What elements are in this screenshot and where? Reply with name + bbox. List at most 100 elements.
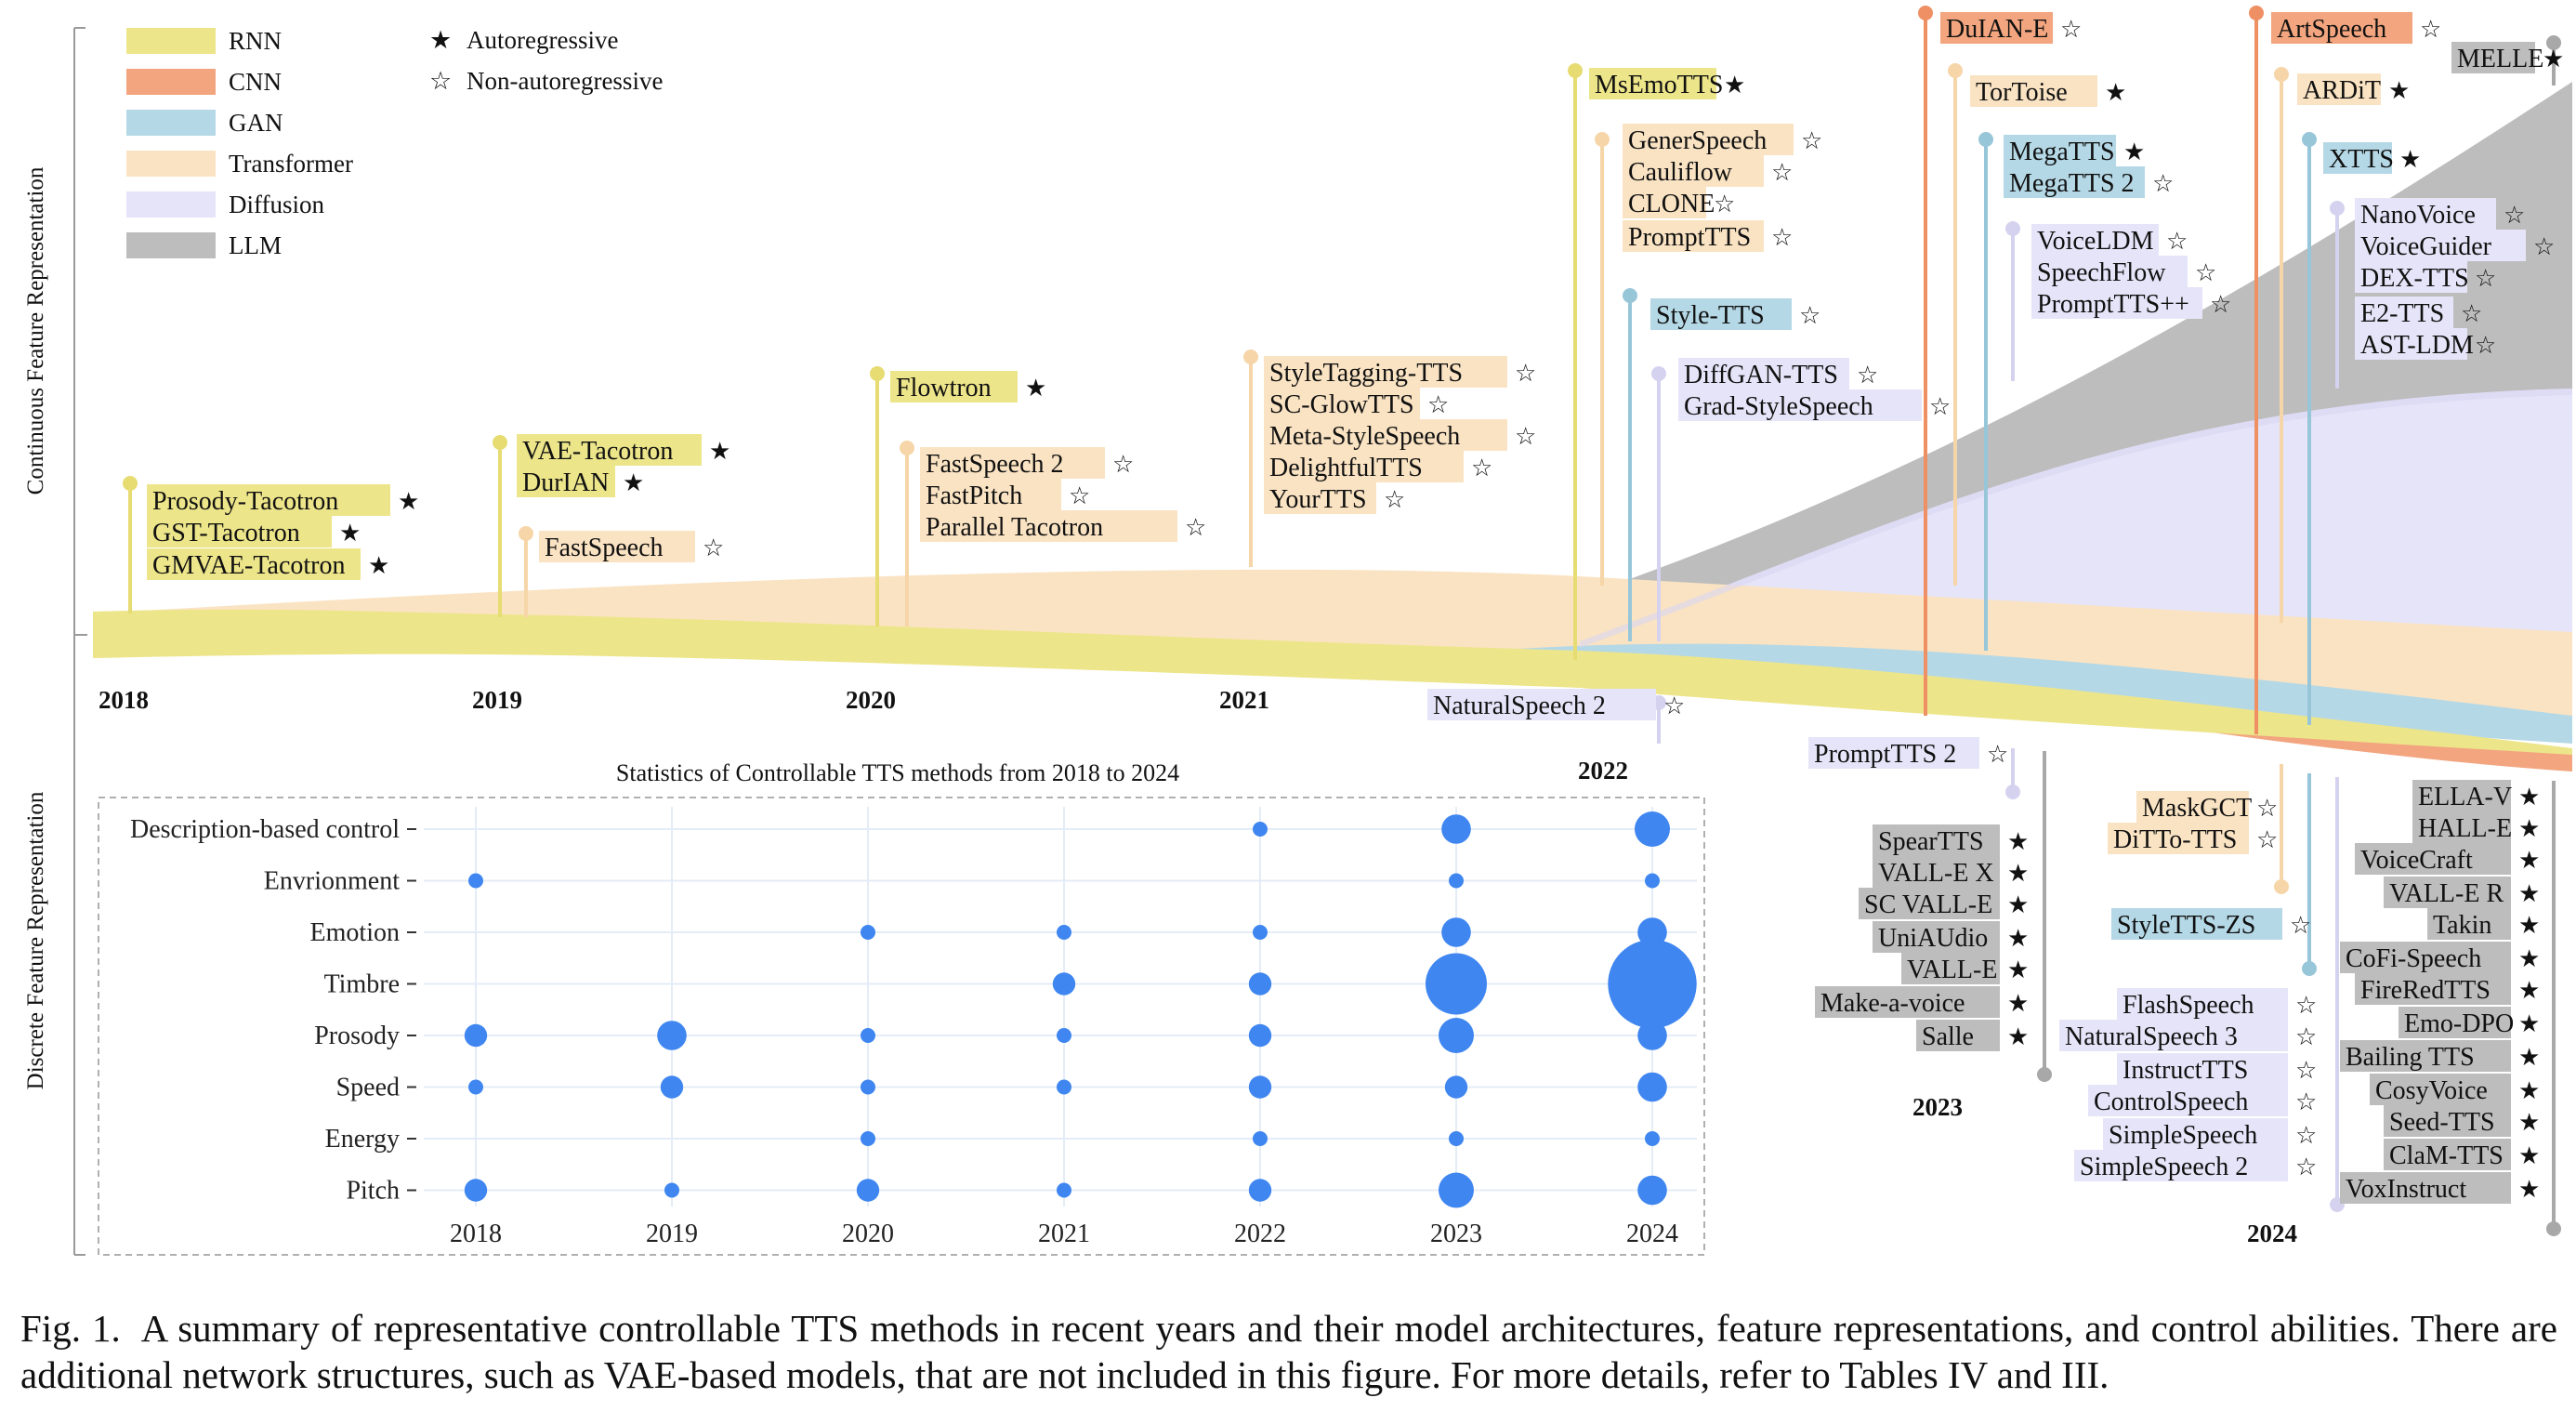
method-highlight bbox=[1427, 689, 1656, 720]
method-dex-tts: DEX-TTS ☆ bbox=[2355, 261, 2496, 293]
method-highlight bbox=[2412, 780, 2511, 811]
method-highlight bbox=[1678, 389, 1922, 421]
method-name: SC VALL-E bbox=[1864, 890, 1992, 919]
stem-dot bbox=[900, 441, 914, 455]
method-vall-e: VALL-E ★ bbox=[1901, 953, 2029, 984]
method-symbol: ★ bbox=[2518, 1044, 2540, 1071]
stem-dot bbox=[2330, 201, 2345, 216]
method-hall-e: HALL-E ★ bbox=[2412, 811, 2540, 843]
method-highlight bbox=[1815, 986, 2000, 1018]
stem-dot bbox=[2302, 961, 2317, 976]
legend-swatch-transformer bbox=[126, 151, 216, 177]
method-highlight bbox=[1970, 75, 2097, 107]
method-symbol: ★ bbox=[398, 488, 419, 515]
bubble-prosody-2022 bbox=[1248, 1023, 1272, 1048]
y-tick-speed: Speed bbox=[336, 1074, 400, 1102]
method-styletts-zs: StyleTTS-ZS ☆ bbox=[2111, 908, 2311, 940]
statistics-panel-border bbox=[98, 797, 1705, 1256]
legend-swatch-gan bbox=[126, 110, 216, 136]
stem-dot bbox=[2274, 67, 2289, 82]
legend-label-cnn: CNN bbox=[229, 68, 282, 96]
method-highlight bbox=[1873, 856, 2000, 888]
bubble-speed-2019 bbox=[660, 1075, 684, 1099]
method-symbol: ★ bbox=[2518, 1176, 2540, 1203]
method-symbol: ☆ bbox=[1857, 362, 1878, 389]
method-highlight bbox=[2340, 1172, 2511, 1204]
bubble-timbre-2021 bbox=[1052, 972, 1076, 996]
method-name: GMVAE-Tacotron bbox=[152, 551, 345, 580]
method-highlight bbox=[2031, 224, 2159, 256]
method-e2-tts: E2-TTS ☆ bbox=[2355, 297, 2482, 328]
x-tick-2020: 2020 bbox=[842, 1220, 894, 1248]
method-symbol: ☆ bbox=[1515, 423, 1536, 450]
legend-label-diffusion: Diffusion bbox=[229, 191, 325, 218]
stem-dot bbox=[1918, 6, 1933, 20]
method-name: Takin bbox=[2433, 911, 2491, 940]
method-parallel-tacotron: Parallel Tacotron ☆ bbox=[920, 510, 1206, 542]
method-name: Bailing TTS bbox=[2346, 1043, 2475, 1072]
continuous-axis-label: Continuous Feature Representation bbox=[23, 166, 48, 495]
method-highlight bbox=[2340, 942, 2511, 973]
method-name: ControlSpeech bbox=[2094, 1088, 2248, 1116]
method-highlight bbox=[1873, 921, 2000, 953]
method-simplespeech-2: SimpleSpeech 2 ☆ bbox=[2074, 1150, 2317, 1181]
method-grad-stylespeech: Grad-StyleSpeech ☆ bbox=[1678, 389, 1951, 421]
bubble-emotion-2022 bbox=[1253, 925, 1268, 940]
method-highlight bbox=[2355, 261, 2467, 293]
method-symbol: ☆ bbox=[2256, 826, 2278, 853]
y-tick-description-based-control: Description-based control bbox=[130, 815, 400, 844]
method-symbol: ☆ bbox=[2195, 259, 2216, 286]
x-tick-2018: 2018 bbox=[450, 1220, 502, 1248]
statistics-title: Statistics of Controllable TTS methods f… bbox=[616, 759, 1179, 786]
architecture-streams bbox=[93, 82, 2572, 771]
method-instructtts: InstructTTS ☆ bbox=[2117, 1053, 2317, 1085]
method-symbol: ★ bbox=[2007, 1023, 2029, 1050]
bubble-prosody-2024 bbox=[1637, 1021, 1667, 1050]
method-name: PromptTTS 2 bbox=[1814, 740, 1956, 769]
method-highlight bbox=[2355, 843, 2511, 875]
method-sc-vall-e: SC VALL-E ★ bbox=[1859, 888, 2029, 919]
method-name: FireRedTTS bbox=[2360, 976, 2491, 1005]
stem-dot bbox=[1978, 132, 1993, 147]
method-name: PromptTTS bbox=[1628, 223, 1751, 252]
legend-label-rnn: RNN bbox=[229, 27, 282, 55]
stem-dot bbox=[1623, 288, 1637, 303]
method-highlight bbox=[2031, 256, 2188, 287]
method-highlight bbox=[1264, 356, 1507, 388]
method-symbol: ★ bbox=[2518, 1109, 2540, 1136]
bubble-pitch-2021 bbox=[1057, 1182, 1071, 1198]
method-voicecraft: VoiceCraft ★ bbox=[2355, 843, 2540, 875]
method-name: Salle bbox=[1922, 1022, 1974, 1051]
year-label-2020: 2020 bbox=[846, 686, 896, 714]
method-highlight bbox=[1589, 68, 1716, 99]
method-highlight bbox=[1264, 482, 1376, 514]
method-msemotts: MsEmoTTS ★ bbox=[1589, 68, 1745, 99]
bubble-energy-2023 bbox=[1449, 1131, 1464, 1146]
method-name: VoiceCraft bbox=[2360, 846, 2473, 875]
method-symbol: ☆ bbox=[2295, 1088, 2317, 1115]
method-symbol: ☆ bbox=[2295, 1154, 2317, 1180]
method-symbol: ★ bbox=[2518, 784, 2540, 811]
method-name: NaturalSpeech 3 bbox=[2065, 1022, 2238, 1051]
method-highlight bbox=[2355, 297, 2453, 328]
method-highlight bbox=[1678, 358, 1849, 389]
method-takin: Takin ★ bbox=[2427, 908, 2540, 940]
method-gmvae-tacotron: GMVAE-Tacotron ★ bbox=[147, 548, 389, 580]
method-name: VoiceLDM bbox=[2037, 227, 2154, 256]
legend-swatch-rnn bbox=[126, 28, 216, 54]
legend: RNN CNN GAN Transformer Diffusion LLM ★ Autoreg… bbox=[126, 26, 663, 259]
method-symbol: ☆ bbox=[1987, 741, 2008, 768]
method-name: CLONE bbox=[1628, 190, 1715, 218]
method-speartts: SpearTTS ★ bbox=[1873, 824, 2029, 856]
method-stems bbox=[123, 6, 2561, 1236]
stem-dot bbox=[123, 476, 138, 491]
method-make-a-voice: Make-a-voice ★ bbox=[1815, 986, 2029, 1018]
method-symbol: ☆ bbox=[2504, 202, 2525, 229]
method-name: SpearTTS bbox=[1878, 827, 1984, 856]
bubble-timbre-2024 bbox=[1608, 939, 1697, 1029]
stem-dot bbox=[1568, 63, 1583, 78]
method-symbol: ☆ bbox=[2420, 16, 2441, 43]
method-symbol: ★ bbox=[2518, 1077, 2540, 1104]
method-yourtts: YourTTS ☆ bbox=[1264, 482, 1405, 514]
method-symbol: ☆ bbox=[2295, 1122, 2317, 1149]
